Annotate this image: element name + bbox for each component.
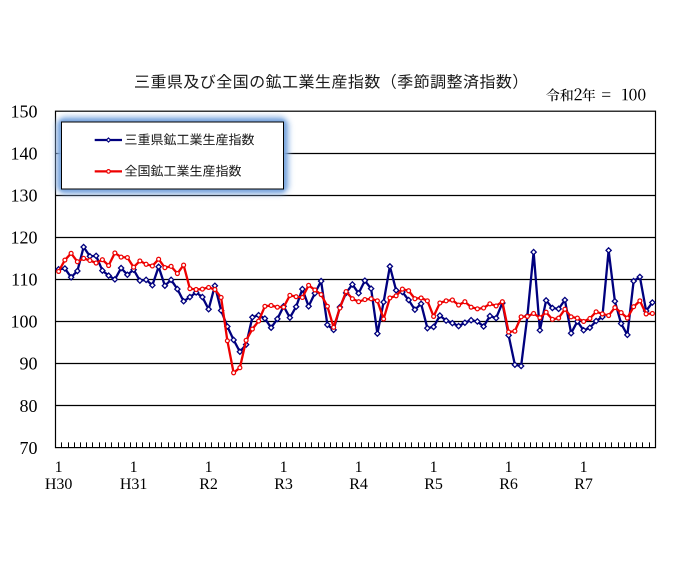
svg-text:120: 120 bbox=[11, 228, 38, 248]
svg-text:H30: H30 bbox=[45, 476, 73, 493]
svg-text:H31: H31 bbox=[120, 476, 148, 493]
svg-text:R4: R4 bbox=[349, 476, 368, 493]
svg-text:130: 130 bbox=[11, 186, 38, 206]
svg-text:1: 1 bbox=[505, 459, 513, 476]
svg-text:1: 1 bbox=[205, 459, 213, 476]
svg-text:1: 1 bbox=[580, 459, 588, 476]
svg-text:R7: R7 bbox=[574, 476, 593, 493]
svg-text:140: 140 bbox=[11, 143, 38, 163]
svg-text:R5: R5 bbox=[424, 476, 443, 493]
svg-text:R2: R2 bbox=[199, 476, 218, 493]
svg-text:100: 100 bbox=[11, 312, 38, 332]
svg-text:R3: R3 bbox=[274, 476, 293, 493]
svg-text:1: 1 bbox=[430, 459, 438, 476]
svg-text:90: 90 bbox=[20, 354, 38, 374]
svg-text:1: 1 bbox=[130, 459, 138, 476]
svg-text:70: 70 bbox=[20, 438, 38, 458]
svg-text:150: 150 bbox=[11, 101, 38, 121]
svg-text:110: 110 bbox=[11, 270, 37, 290]
svg-text:1: 1 bbox=[55, 459, 63, 476]
svg-text:80: 80 bbox=[20, 396, 38, 416]
svg-text:1: 1 bbox=[355, 459, 363, 476]
svg-text:R6: R6 bbox=[499, 476, 518, 493]
svg-text:1: 1 bbox=[280, 459, 288, 476]
